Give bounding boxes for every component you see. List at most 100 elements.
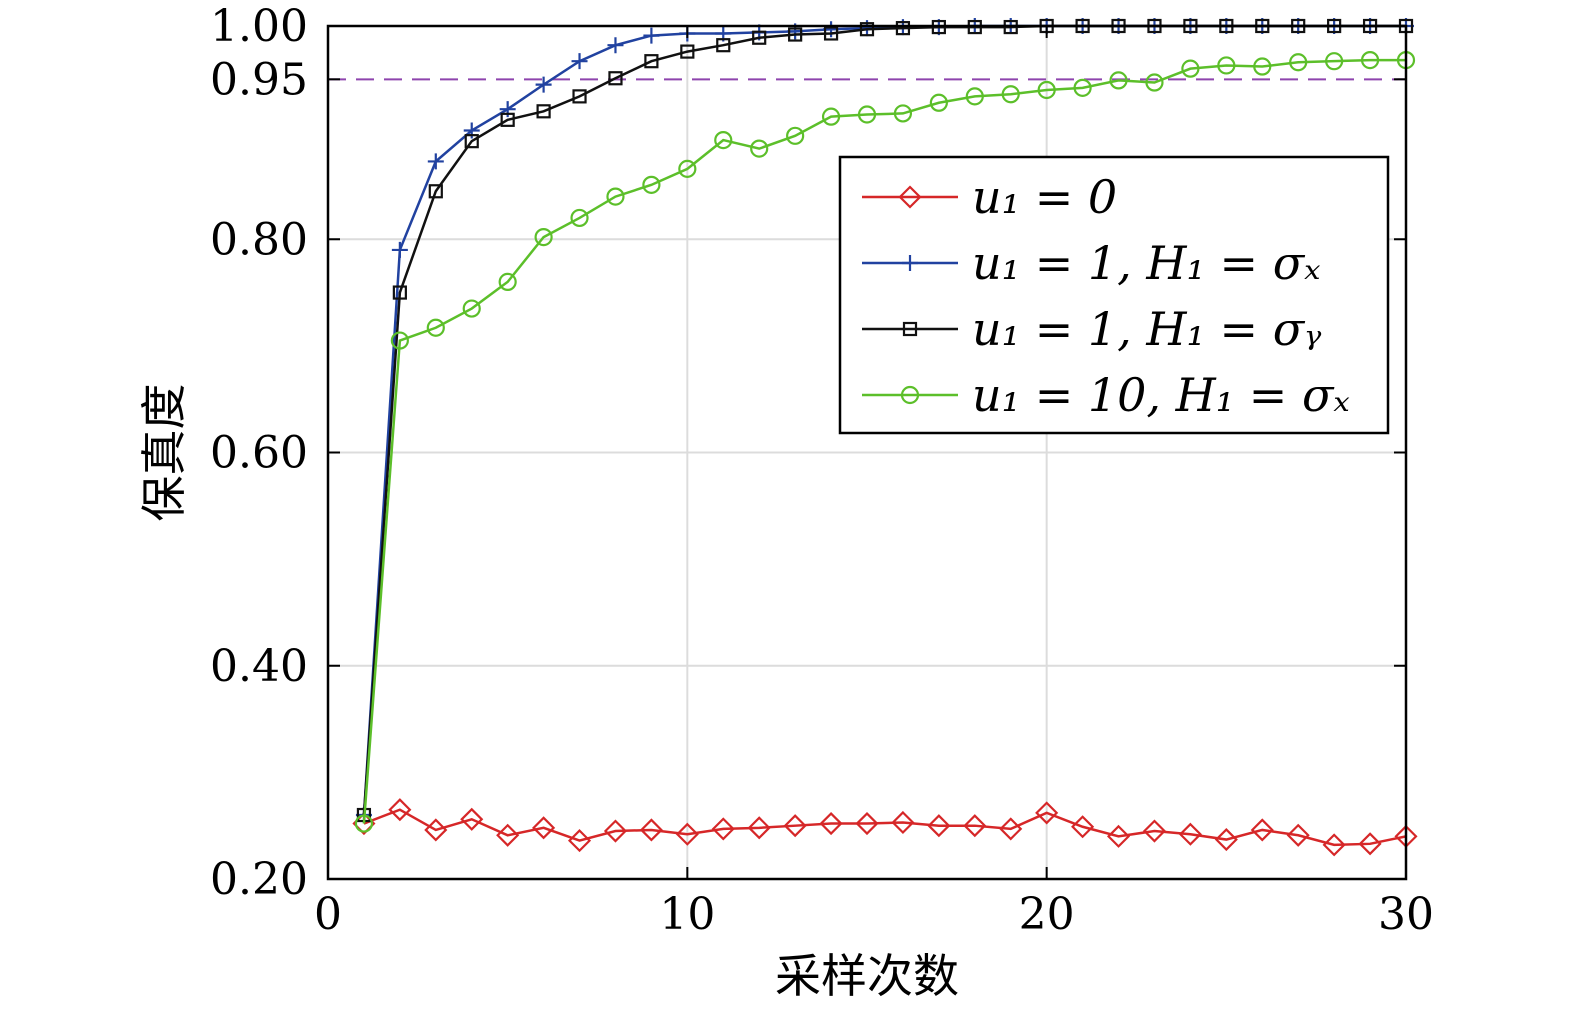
legend-marker-3 <box>902 321 918 337</box>
series-3-point <box>572 89 587 104</box>
series-1-point <box>999 817 1023 841</box>
series-4-point <box>1073 78 1092 97</box>
legend-label-1: u₁ = 0 <box>972 170 1117 224</box>
series-3-point <box>788 27 803 42</box>
series-1-point <box>783 814 807 838</box>
series-1-point <box>567 829 592 853</box>
series-1-point <box>496 823 520 847</box>
series-3-point <box>464 134 479 149</box>
x-axis-title: 采样次数 <box>775 949 959 1003</box>
legend-label-2: u₁ = 1, H₁ = σₓ <box>972 236 1320 290</box>
series-3-point <box>536 104 551 119</box>
series-4-point <box>426 318 445 337</box>
series-1-point <box>747 816 771 840</box>
series-4 <box>354 51 1416 833</box>
series-1-point <box>460 807 484 831</box>
series-1-point <box>1358 832 1382 856</box>
y-tick-label: 0.80 <box>210 214 308 265</box>
series-4-point <box>1217 56 1236 75</box>
series-3-point <box>895 21 911 36</box>
series-4-point <box>821 107 841 126</box>
series-4-point <box>893 104 913 123</box>
series-2-point <box>571 53 588 70</box>
series-1-point <box>1035 801 1059 825</box>
series-1-point <box>891 810 915 835</box>
series-1-point <box>675 822 699 846</box>
y-tick-label: 0.60 <box>210 428 308 479</box>
series-1-point <box>1322 833 1346 857</box>
series-3-point <box>716 38 731 53</box>
series-2-point <box>427 153 444 170</box>
series-4-point <box>1181 59 1200 78</box>
series-1-point <box>388 798 412 822</box>
series-1-point <box>1106 824 1131 848</box>
series-1-point <box>1178 822 1202 846</box>
series-2-point <box>535 76 552 93</box>
series-4-point <box>1109 71 1128 90</box>
series-4-point <box>714 130 733 150</box>
x-tick-label: 30 <box>1378 889 1434 940</box>
series-2-point <box>643 27 660 44</box>
y-axis-title: 保真度 <box>137 384 191 522</box>
y-tick-label: 1.00 <box>210 1 308 52</box>
series-4-point <box>354 814 374 833</box>
series-4-point <box>1145 73 1164 92</box>
y-tick-label: 0.20 <box>210 854 308 905</box>
series-4-point <box>750 139 769 158</box>
series-1-line <box>363 808 1407 847</box>
series-1-point <box>819 811 843 836</box>
series-1-point <box>711 817 735 841</box>
series-2-point <box>391 241 408 258</box>
series-4-point <box>965 87 984 106</box>
series-4-point <box>1037 80 1056 100</box>
series-4-point <box>498 272 517 291</box>
series-4-point <box>678 159 697 178</box>
series-1-point <box>963 814 987 838</box>
series-4-point <box>786 126 805 145</box>
series-3-point <box>680 44 695 59</box>
series-1-point <box>424 818 448 842</box>
legend-box <box>838 155 1390 435</box>
series-4-point <box>462 299 481 318</box>
legend: u₁ = 0 u₁ = 1, H₁ = σₓ u₁ = 1, H₁ = σᵧ u₁ =… <box>838 155 1390 435</box>
series-1-point <box>927 814 951 838</box>
y-tick-label: 0.40 <box>210 641 308 692</box>
series-3-point <box>644 54 659 69</box>
series-1-point <box>1214 827 1238 852</box>
tick-labels: 0 10 20 30 0.20 0.40 0.60 0.80 0.951.00 <box>210 1 1434 940</box>
series-4-point <box>857 105 877 124</box>
x-tick-label: 10 <box>659 889 715 940</box>
series-3-point <box>428 184 443 199</box>
series-1-point <box>603 819 628 843</box>
series-1-point <box>1142 819 1167 843</box>
series-3-point <box>608 71 623 86</box>
legend-marker-4 <box>900 385 920 405</box>
series-4-point <box>929 93 948 112</box>
series-4-point <box>570 208 589 228</box>
y-tick-label: 0.95 <box>210 54 308 105</box>
legend-label-4: u₁ = 10, H₁ = σₓ <box>972 368 1350 422</box>
series-3-point <box>859 22 875 37</box>
series-1 <box>352 798 1418 857</box>
series-4-point <box>1325 52 1344 71</box>
series-3-point <box>392 285 407 300</box>
series-4-point <box>1253 57 1272 76</box>
series-4-point <box>642 175 661 194</box>
series-4-point <box>1360 51 1380 70</box>
series-1-point <box>1071 815 1095 839</box>
series-4-point <box>606 187 625 206</box>
x-tick-label: 0 <box>314 889 342 940</box>
series-group <box>352 18 1418 857</box>
series-4-point <box>1001 85 1020 104</box>
legend-marker-2 <box>902 255 918 271</box>
series-4-point <box>1289 53 1308 72</box>
series-3-point <box>500 112 515 127</box>
series-4-point <box>390 331 409 350</box>
series-1-point <box>1250 818 1274 842</box>
x-tick-label: 20 <box>1019 889 1075 940</box>
tick-marks <box>327 25 1407 880</box>
gridlines <box>328 26 1406 879</box>
legend-marker-1 <box>898 185 922 209</box>
series-3-point <box>752 30 767 45</box>
